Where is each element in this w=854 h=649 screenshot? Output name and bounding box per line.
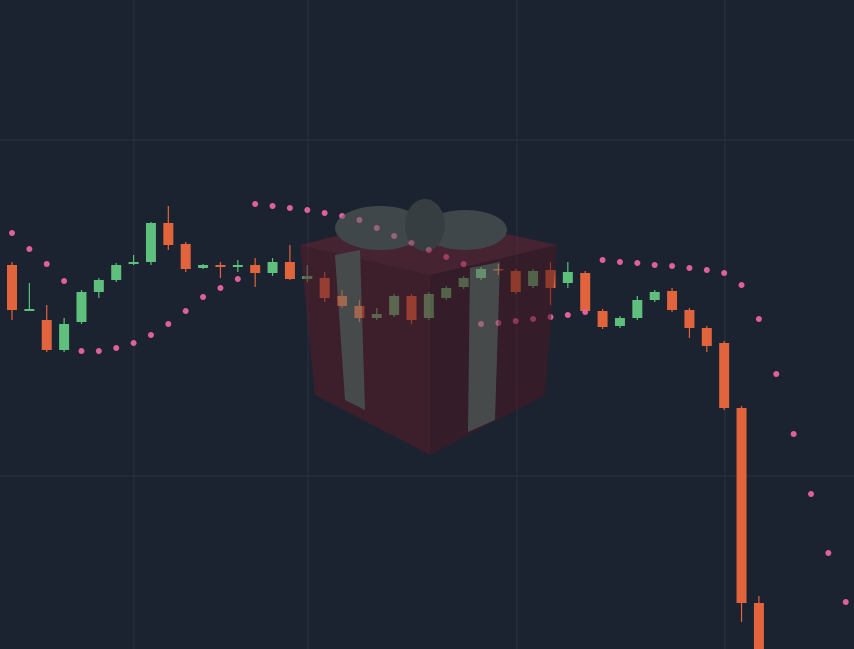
sar-dot [599, 257, 606, 263]
gift-bow [335, 206, 425, 250]
candle-body [7, 265, 17, 310]
sar-dot [634, 260, 641, 266]
sar-dot [95, 348, 102, 354]
sar-dot [842, 599, 849, 605]
sar-dot [217, 285, 224, 291]
sar-dot [825, 550, 832, 556]
candle-body [649, 292, 660, 300]
sar-dot [43, 261, 50, 267]
gift-ribbon [468, 262, 500, 432]
candle-body [41, 320, 52, 350]
gift-ribbon [335, 250, 365, 410]
sar-dot [286, 205, 293, 211]
candle-body [736, 408, 747, 603]
sar-dot [113, 345, 120, 351]
gift-decoration [300, 199, 557, 455]
sar-dot [703, 267, 710, 273]
candle-body [24, 309, 35, 311]
sar-dot [686, 265, 693, 271]
sar-dot [269, 203, 276, 209]
candle-body [719, 343, 730, 408]
candle-body [93, 280, 104, 292]
sar-dot [165, 321, 172, 327]
candle-body [597, 311, 608, 327]
candle-body [215, 265, 226, 267]
sar-dot [755, 316, 762, 322]
candle-body [614, 318, 625, 326]
candle-body [145, 223, 156, 262]
sar-dot [182, 308, 189, 314]
candle-body [128, 262, 139, 264]
candle-body [284, 262, 295, 279]
sar-dot [790, 431, 797, 437]
candle-body [684, 310, 695, 328]
candle-body [701, 328, 712, 346]
sar-dot [669, 263, 676, 269]
candle-body [180, 244, 191, 269]
gift-bow [405, 199, 445, 251]
candle-body [667, 291, 678, 310]
candle-body [59, 324, 70, 350]
candle-body [250, 265, 261, 273]
candle-body [163, 223, 174, 245]
sar-dot [26, 246, 33, 252]
sar-dot [582, 309, 589, 315]
sar-dot [61, 278, 68, 284]
candle-body [753, 603, 764, 649]
candle-body [267, 262, 278, 273]
sar-dot [721, 270, 728, 276]
candle-body [562, 272, 573, 283]
sar-dot [773, 371, 780, 377]
sar-dot [78, 348, 85, 354]
sar-dot [808, 491, 815, 497]
sar-dot [252, 201, 259, 207]
candle-body [632, 300, 643, 318]
sar-dot [304, 207, 311, 213]
sar-dot [147, 332, 154, 338]
candle-body [111, 265, 122, 280]
candle-body [232, 265, 243, 267]
sar-dot [234, 276, 241, 282]
sar-dot [9, 230, 15, 236]
candle-body [76, 292, 87, 322]
candle-body [580, 273, 591, 311]
sar-dot [321, 210, 328, 216]
sar-dot [616, 259, 623, 265]
sar-dot [651, 262, 658, 268]
sar-dot [564, 312, 571, 318]
candle-body [198, 265, 209, 268]
sar-dot [130, 340, 137, 346]
gift-side [300, 245, 430, 455]
sar-dot [200, 294, 207, 300]
sar-dot [738, 282, 745, 288]
